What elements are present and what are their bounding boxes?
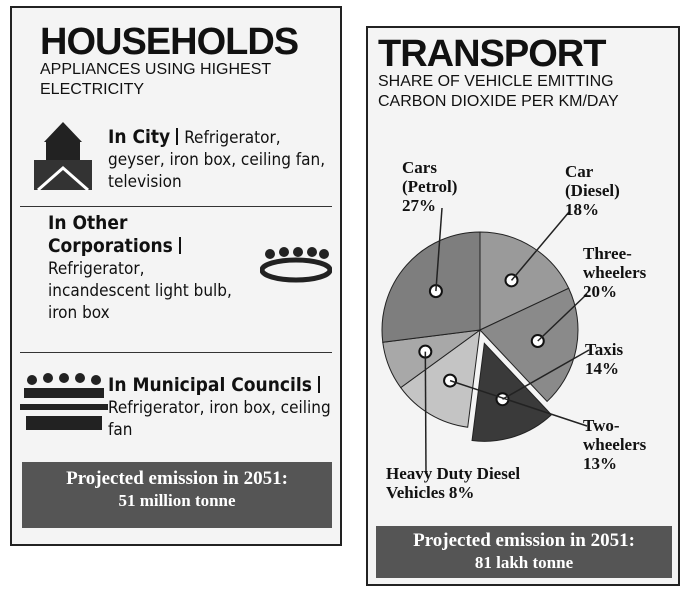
slice-label: Heavy Duty Diesel Vehicles 8% [386, 464, 566, 502]
slice-value: 13% [583, 454, 617, 473]
councils-icon [20, 373, 108, 430]
pie-slice [479, 231, 570, 331]
title: HOUSEHOLDS [40, 21, 299, 63]
city-item: In City Refrigerator, geyser, iron box, c… [108, 126, 336, 193]
item-heading: In Municipal Councils [108, 374, 312, 396]
slice-category: Three-wheelers [583, 244, 647, 282]
pie-slice [471, 342, 553, 442]
slice-category: Two-wheelers [583, 416, 647, 454]
item-text: Refrigerator, iron box, ceiling fan [108, 398, 331, 440]
item-heading: In City [108, 126, 171, 148]
leader-line [424, 351, 427, 475]
slice-value: 14% [585, 359, 619, 378]
households-panel: HOUSEHOLDS APPLIANCES USING HIGHEST ELEC… [10, 6, 342, 546]
leader-line [435, 207, 443, 292]
footer-label: Projected emission in 2051: [413, 530, 635, 551]
chart-title: TRANSPORT [378, 33, 606, 75]
slice-value: 8% [448, 483, 475, 502]
slice-value: 27% [402, 196, 436, 215]
slice-label: Taxis 14% [585, 340, 665, 378]
councils-item: In Municipal CouncilsRefrigerator, iron … [108, 374, 338, 441]
households-footer: Projected emission in 2051: 51 million t… [22, 462, 332, 528]
pie-slice [400, 328, 481, 428]
item-heading: In Other Corporations [48, 212, 173, 257]
item-text: Refrigerator, incandescent light bulb, i… [48, 259, 232, 323]
leader-line [449, 379, 588, 427]
city-icon [34, 122, 92, 192]
leader-line [502, 349, 590, 400]
slice-category: Taxis [585, 340, 624, 359]
slice-category: Cars (Petrol) [402, 158, 458, 196]
leader-line [510, 211, 570, 281]
footer-label: Projected emission in 2051: [66, 468, 288, 489]
corporations-item: In Other CorporationsRefrigerator, incan… [48, 212, 238, 324]
slice-label: Two-wheelers 13% [583, 416, 678, 473]
slice-category: Car (Diesel) [565, 162, 620, 200]
corporations-icon [260, 247, 332, 283]
chart-subtitle: SHARE OF VEHICLE EMITTING CARBON DIOXIDE… [378, 73, 619, 110]
subtitle: APPLIANCES USING HIGHEST ELECTRICITY [40, 61, 271, 98]
footer-value: 81 lakh tonne [474, 553, 574, 572]
pie-slice [479, 287, 579, 403]
slice-label: Cars (Petrol) 27% [402, 158, 482, 215]
slice-value: 18% [565, 200, 599, 219]
footer-value: 51 million tonne [118, 491, 236, 510]
transport-footer: Projected emission in 2051: 81 lakh tonn… [376, 526, 672, 578]
slice-category: Heavy Duty Diesel Vehicles [386, 464, 521, 502]
slice-label: Car (Diesel) 18% [565, 162, 645, 219]
leader-line [537, 293, 588, 342]
slice-label: Three-wheelers 20% [583, 244, 678, 301]
item-text: Refrigerator, geyser, iron box, ceiling … [108, 128, 326, 192]
transport-header: TRANSPORT SHARE OF VEHICLE EMITTING CARB… [378, 33, 628, 112]
slice-value: 20% [583, 282, 617, 301]
households-header: HOUSEHOLDS APPLIANCES USING HIGHEST ELEC… [40, 21, 310, 100]
